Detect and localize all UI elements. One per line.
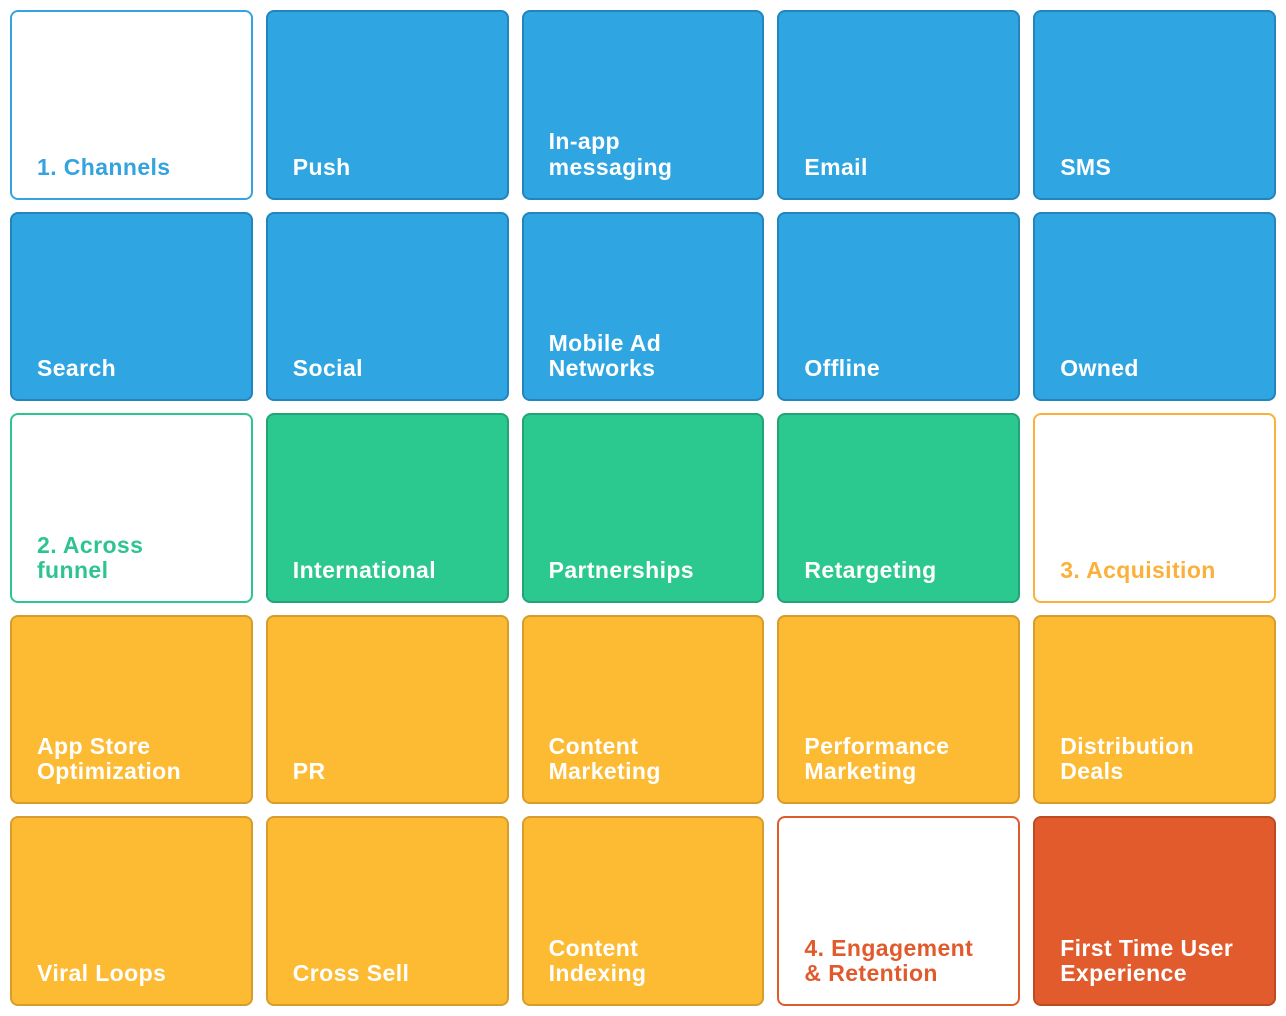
- card-label: Viral Loops: [37, 959, 167, 986]
- card-sms[interactable]: SMS: [1033, 10, 1276, 200]
- card-label: First Time User Experience: [1060, 934, 1234, 986]
- card-label: Partnerships: [548, 556, 694, 583]
- card-label: Mobile Ad Networks: [548, 330, 662, 382]
- card-label: International: [292, 556, 437, 583]
- card-first-time-user-experience[interactable]: First Time User Experience: [1033, 816, 1276, 1006]
- card-partnerships[interactable]: Partnerships: [521, 413, 765, 603]
- card-label: Performance Marketing: [804, 733, 950, 785]
- card-distribution-deals[interactable]: Distribution Deals: [1033, 614, 1276, 805]
- card-label: Retargeting: [804, 556, 937, 583]
- card-label: Content Indexing: [548, 934, 647, 986]
- card-label: Cross Sell: [292, 959, 410, 986]
- card-email[interactable]: Email: [777, 10, 1021, 200]
- card-international[interactable]: International: [265, 413, 509, 603]
- card-pr[interactable]: PR: [265, 614, 509, 805]
- card-content-indexing[interactable]: Content Indexing: [521, 816, 765, 1006]
- card-label: 1. Channels: [37, 153, 171, 180]
- card-label: App Store Optimization: [37, 733, 182, 785]
- card-performance-marketing[interactable]: Performance Marketing: [777, 614, 1021, 805]
- card-label: 2. Across funnel: [37, 531, 144, 583]
- card-mobile-ad-networks[interactable]: Mobile Ad Networks: [521, 211, 765, 402]
- card-label: 4. Engagement & Retention: [804, 934, 974, 986]
- card-label: Push: [292, 153, 351, 180]
- card-section-across-funnel[interactable]: 2. Across funnel: [10, 413, 253, 603]
- card-social[interactable]: Social: [265, 211, 509, 402]
- card-label: Email: [804, 153, 868, 180]
- card-push[interactable]: Push: [265, 10, 509, 200]
- card-label: Distribution Deals: [1060, 733, 1195, 785]
- card-label: Search: [37, 355, 117, 382]
- card-retargeting[interactable]: Retargeting: [777, 413, 1021, 603]
- card-label: Owned: [1060, 355, 1139, 382]
- card-cross-sell[interactable]: Cross Sell: [265, 816, 509, 1006]
- card-label: Social: [292, 355, 363, 382]
- card-label: Content Marketing: [548, 733, 661, 785]
- card-content-marketing[interactable]: Content Marketing: [521, 614, 765, 805]
- card-app-store-optimization[interactable]: App Store Optimization: [10, 614, 253, 805]
- card-section-engagement-retention[interactable]: 4. Engagement & Retention: [777, 816, 1021, 1006]
- card-search[interactable]: Search: [10, 211, 253, 402]
- card-section-acquisition[interactable]: 3. Acquisition: [1033, 413, 1276, 603]
- card-label: PR: [292, 758, 326, 785]
- card-viral-loops[interactable]: Viral Loops: [10, 816, 253, 1006]
- card-label: SMS: [1060, 153, 1112, 180]
- card-offline[interactable]: Offline: [777, 211, 1021, 402]
- card-section-channels[interactable]: 1. Channels: [10, 10, 253, 200]
- card-in-app-messaging[interactable]: In-app messaging: [521, 10, 765, 200]
- card-label: Offline: [804, 355, 881, 382]
- card-label: 3. Acquisition: [1060, 556, 1216, 583]
- card-owned[interactable]: Owned: [1033, 211, 1276, 402]
- card-label: In-app messaging: [548, 128, 673, 180]
